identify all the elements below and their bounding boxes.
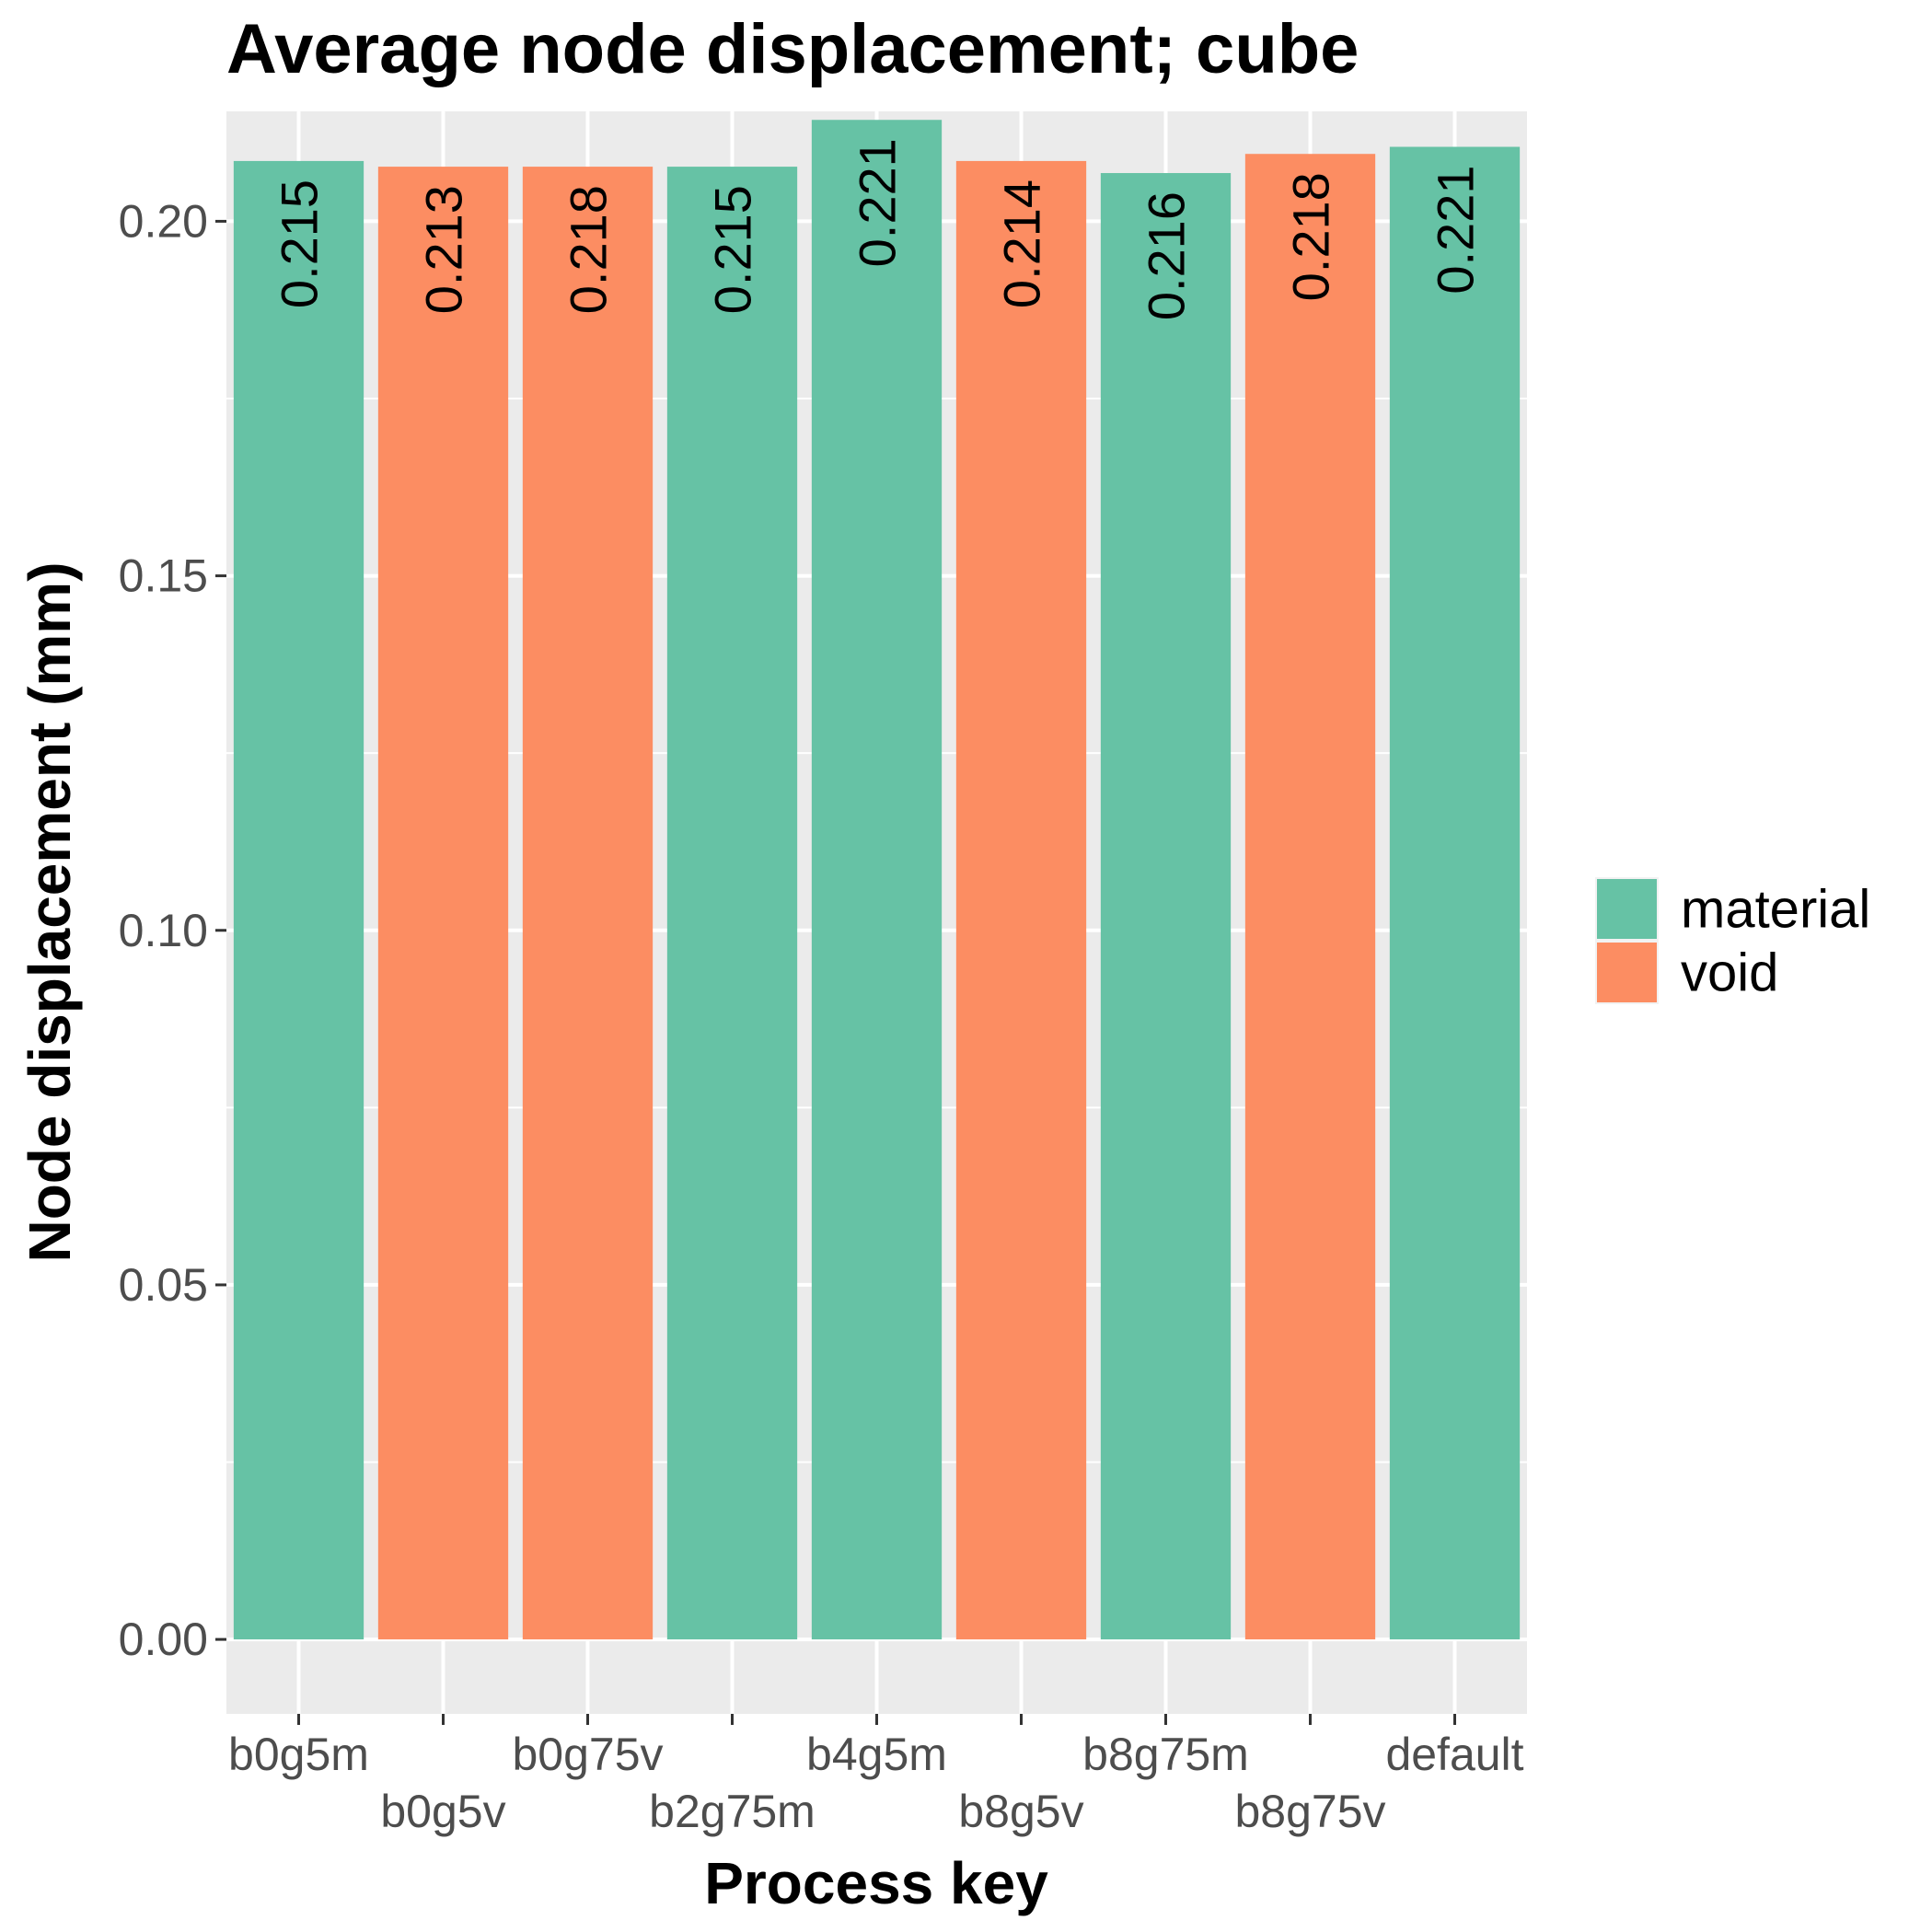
x-tick-label-b8g75v: b8g75v xyxy=(1234,1786,1385,1837)
x-tick-label-b4g5m: b4g5m xyxy=(806,1729,947,1780)
y-axis-title: Node displacement (mm) xyxy=(17,561,83,1262)
value-label-b2g75m: 0.215 xyxy=(704,185,762,314)
bar-b4g5m xyxy=(811,120,943,1640)
legend-swatch-void xyxy=(1597,943,1657,1002)
x-tick-label-b0g5v: b0g5v xyxy=(380,1786,505,1837)
value-label-b8g75m: 0.216 xyxy=(1138,191,1196,320)
x-axis-title: Process key xyxy=(704,1850,1048,1916)
y-tick-label: 0.05 xyxy=(119,1259,208,1311)
bar-b8g5v xyxy=(955,160,1087,1640)
y-tick-label: 0.00 xyxy=(119,1614,208,1665)
value-label-b0g5m: 0.215 xyxy=(271,179,329,308)
y-tick-label: 0.10 xyxy=(119,905,208,956)
x-tick-label-b2g75m: b2g75m xyxy=(649,1786,816,1837)
y-tick-label: 0.15 xyxy=(119,550,208,602)
value-label-default: 0.221 xyxy=(1427,166,1485,295)
legend-label-material: material xyxy=(1681,880,1870,940)
x-tick-label-b0g5m: b0g5m xyxy=(228,1729,369,1780)
x-tick-label-b8g75m: b8g75m xyxy=(1082,1729,1249,1780)
value-labels: 0.215 0.213 0.218 0.215 0.221 0.214 0.216 0.218… xyxy=(271,138,1485,320)
chart-title: Average node displacement; cube xyxy=(226,10,1359,88)
bar-b8g75m xyxy=(1100,173,1232,1640)
value-label-b0g5v: 0.213 xyxy=(415,185,473,314)
bar-b0g5v xyxy=(377,167,509,1640)
x-tick-label-b0g75v: b0g75v xyxy=(512,1729,663,1780)
value-label-b8g75v: 0.218 xyxy=(1282,172,1340,301)
value-label-b0g75v: 0.218 xyxy=(560,185,618,314)
x-tick-label-b8g5v: b8g5v xyxy=(958,1786,1083,1837)
y-axis: 0.00 0.05 0.10 0.15 0.20 xyxy=(119,195,226,1665)
legend-swatch-material xyxy=(1597,879,1657,939)
legend-label-void: void xyxy=(1681,943,1778,1003)
y-tick-label: 0.20 xyxy=(119,195,208,247)
bar-default xyxy=(1389,146,1521,1640)
x-tick-label-default: default xyxy=(1385,1729,1523,1780)
bars xyxy=(233,120,1521,1640)
bar-b0g75v xyxy=(522,167,654,1640)
bar-b2g75m xyxy=(666,167,798,1640)
bar-b0g5m xyxy=(233,160,364,1640)
bar-b8g75v xyxy=(1244,154,1376,1640)
value-label-b8g5v: 0.214 xyxy=(993,179,1051,308)
value-label-b4g5m: 0.221 xyxy=(849,138,907,267)
